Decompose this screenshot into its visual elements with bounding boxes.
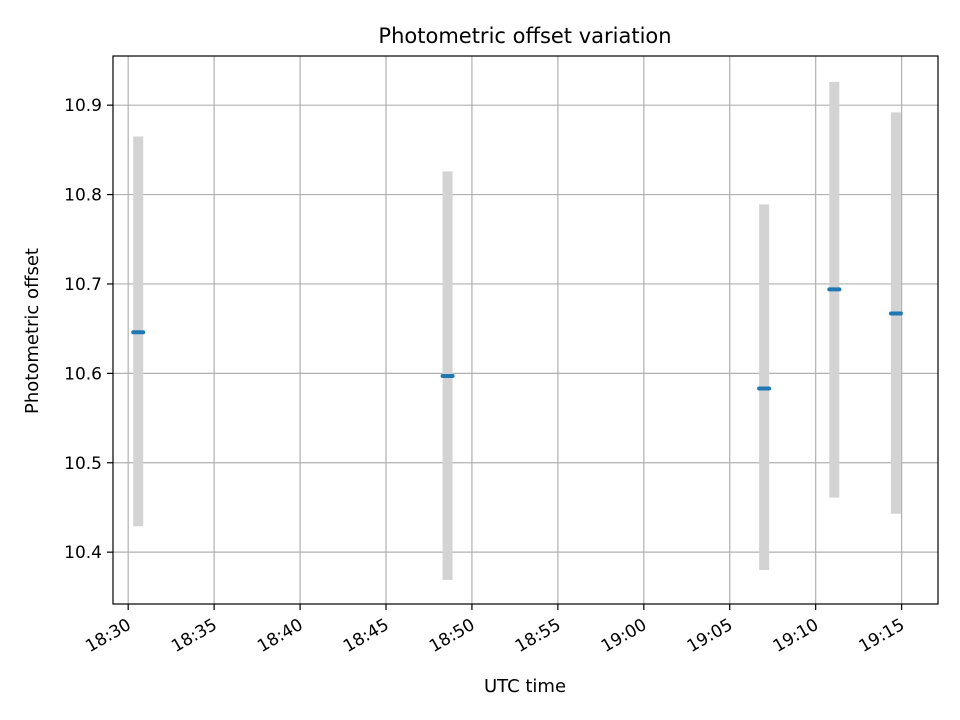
data-points xyxy=(131,287,903,391)
y-tick-label: 10.9 xyxy=(64,96,102,116)
y-tick-label: 10.4 xyxy=(64,543,102,563)
chart-title: Photometric offset variation xyxy=(378,24,671,48)
y-tick-label: 10.5 xyxy=(64,454,102,474)
y-tick-label: 10.8 xyxy=(64,186,102,206)
y-axis-label: Photometric offset xyxy=(22,248,43,414)
grid xyxy=(113,56,938,604)
y-axis-ticks: 10.4 10.5 10.6 10.7 10.8 10.9 xyxy=(64,96,113,563)
y-tick-label: 10.7 xyxy=(64,275,102,295)
y-tick-label: 10.6 xyxy=(64,364,102,384)
x-axis-label: UTC time xyxy=(484,676,566,697)
plot-frame xyxy=(112,55,939,605)
